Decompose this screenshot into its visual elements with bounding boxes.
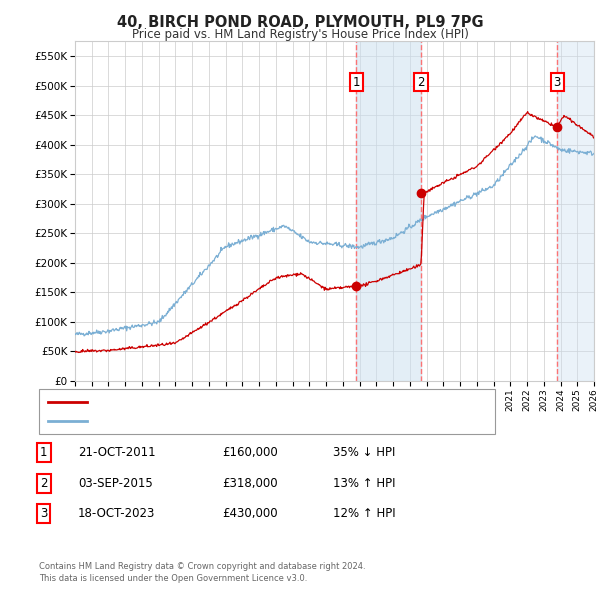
Text: 13% ↑ HPI: 13% ↑ HPI	[333, 477, 395, 490]
Bar	[356, 41, 421, 381]
Text: £318,000: £318,000	[222, 477, 278, 490]
Text: 1: 1	[353, 76, 360, 88]
Text: 40, BIRCH POND ROAD, PLYMOUTH, PL9 7PG (detached house): 40, BIRCH POND ROAD, PLYMOUTH, PL9 7PG (…	[94, 397, 419, 407]
Text: £160,000: £160,000	[222, 446, 278, 459]
Text: This data is licensed under the Open Government Licence v3.0.: This data is licensed under the Open Gov…	[39, 573, 307, 583]
Text: 18-OCT-2023: 18-OCT-2023	[78, 507, 155, 520]
Text: 3: 3	[553, 76, 561, 88]
Text: 03-SEP-2015: 03-SEP-2015	[78, 477, 153, 490]
Text: 40, BIRCH POND ROAD, PLYMOUTH, PL9 7PG: 40, BIRCH POND ROAD, PLYMOUTH, PL9 7PG	[116, 15, 484, 30]
Text: £430,000: £430,000	[222, 507, 278, 520]
Text: Price paid vs. HM Land Registry's House Price Index (HPI): Price paid vs. HM Land Registry's House …	[131, 28, 469, 41]
Text: Contains HM Land Registry data © Crown copyright and database right 2024.: Contains HM Land Registry data © Crown c…	[39, 562, 365, 571]
Text: HPI: Average price, detached house, City of Plymouth: HPI: Average price, detached house, City…	[94, 417, 374, 426]
Text: 2: 2	[418, 76, 425, 88]
Text: 21-OCT-2011: 21-OCT-2011	[78, 446, 155, 459]
Text: 3: 3	[40, 507, 47, 520]
Text: 1: 1	[40, 446, 47, 459]
Text: 35% ↓ HPI: 35% ↓ HPI	[333, 446, 395, 459]
Text: 12% ↑ HPI: 12% ↑ HPI	[333, 507, 395, 520]
Text: 2: 2	[40, 477, 47, 490]
Bar	[557, 41, 594, 381]
